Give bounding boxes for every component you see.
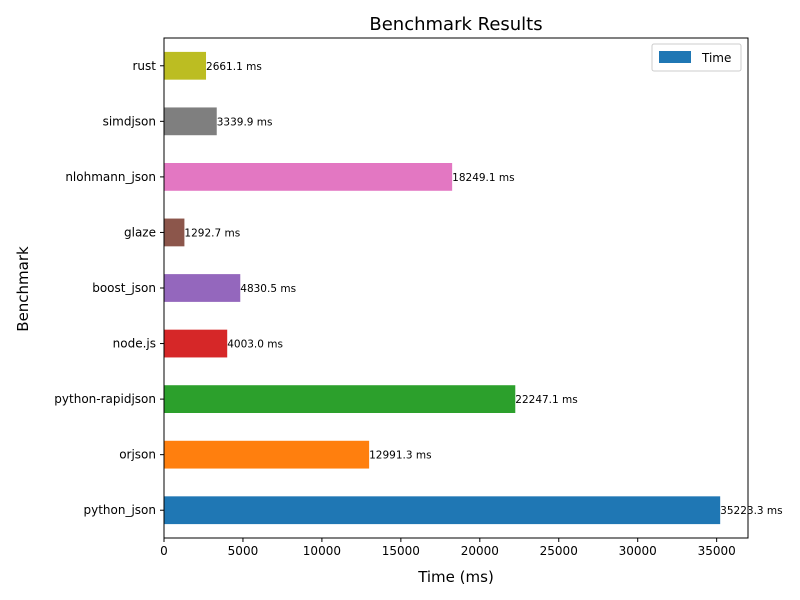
bar-nlohmann_json xyxy=(164,163,453,191)
data-label-rust: 2661.1 ms xyxy=(206,61,262,73)
bar-boost_json xyxy=(164,274,241,302)
y-tick-label-boost_json: boost_json xyxy=(92,281,156,295)
x-tick-label-20000: 20000 xyxy=(461,544,499,558)
data-label-simdjson: 3339.9 ms xyxy=(217,116,273,128)
x-tick-label-15000: 15000 xyxy=(382,544,420,558)
y-axis-title: Benchmark xyxy=(14,246,32,332)
bar-node.js xyxy=(164,329,228,358)
x-tick-label-35000: 35000 xyxy=(698,544,736,558)
data-label-orjson: 12991.3 ms xyxy=(369,450,431,462)
legend-label: Time xyxy=(701,51,731,65)
bars-layer: 35223.3 ms 12991.3 ms 22247.1 ms 4003.0 ms 4… xyxy=(164,51,783,525)
data-label-glaze: 1292.7 ms xyxy=(184,227,240,239)
bar-python_json xyxy=(164,496,721,525)
data-label-nlohmann_json: 18249.1 ms xyxy=(452,172,514,184)
x-tick-label-30000: 30000 xyxy=(619,544,657,558)
bar-rust xyxy=(164,51,207,80)
bar-python-rapidjson xyxy=(164,385,516,413)
x-tick-label-25000: 25000 xyxy=(540,544,578,558)
legend: Time xyxy=(651,43,742,72)
x-axis-title: Time (ms) xyxy=(417,568,494,586)
y-tick-label-nlohmann_json: nlohmann_json xyxy=(65,170,156,184)
y-tick-label-glaze: glaze xyxy=(124,225,156,239)
bar-simdjson xyxy=(164,107,217,136)
y-tick-label-python_json: python_json xyxy=(83,503,156,517)
data-label-python_json: 35223.3 ms xyxy=(720,505,782,517)
data-label-node.js: 4003.0 ms xyxy=(227,339,283,351)
y-tick-label-simdjson: simdjson xyxy=(103,114,156,128)
bar-orjson xyxy=(164,440,370,469)
chart-title: Benchmark Results xyxy=(369,14,542,35)
y-tick-label-orjson: orjson xyxy=(119,448,156,462)
axes-layer: python_json orjson python-rapidjson node.js… xyxy=(54,37,749,558)
plot-frame xyxy=(163,37,749,539)
x-tick-label-0: 0 xyxy=(160,544,168,558)
bar-glaze xyxy=(164,218,185,247)
legend-frame xyxy=(651,43,742,72)
data-label-boost_json: 4830.5 ms xyxy=(240,283,296,295)
x-tick-label-5000: 5000 xyxy=(228,544,259,558)
x-tick-label-10000: 10000 xyxy=(303,544,341,558)
data-label-python-rapidjson: 22247.1 ms xyxy=(515,394,577,406)
y-tick-label-python-rapidjson: python-rapidjson xyxy=(54,392,156,406)
y-tick-label-node.js: node.js xyxy=(113,337,156,351)
y-tick-label-rust: rust xyxy=(133,59,157,73)
legend-swatch xyxy=(659,51,691,63)
